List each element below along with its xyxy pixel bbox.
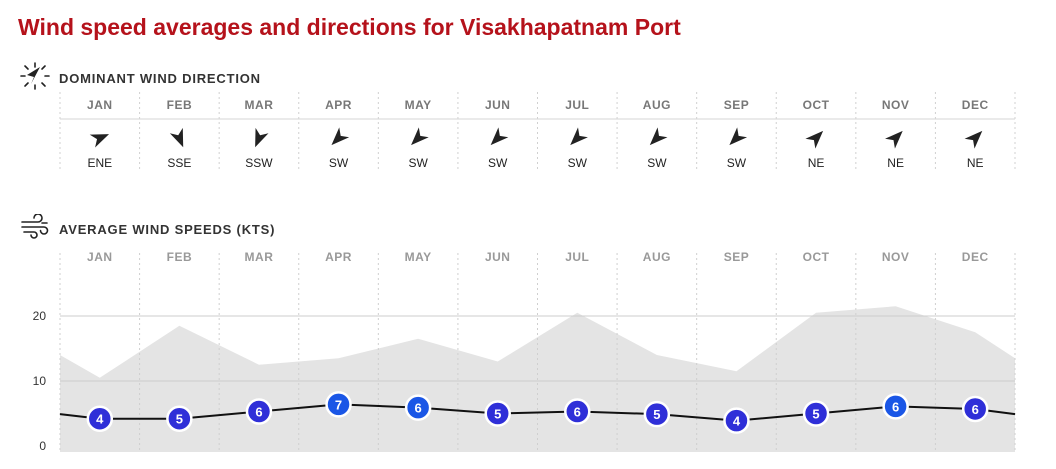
- wind-direction-arrow-icon: [169, 127, 184, 148]
- arrow-head: [885, 130, 903, 149]
- direction-section-title: DOMINANT WIND DIRECTION: [59, 71, 261, 86]
- arrow-head: [89, 134, 110, 148]
- speed-data-label: 6: [255, 405, 262, 420]
- speed-month-label: FEB: [167, 250, 193, 264]
- speed-data-label: 6: [574, 405, 581, 420]
- speed-marker: [723, 407, 750, 434]
- average-speed-header: AVERAGE WIND SPEEDS (KTS): [20, 213, 276, 245]
- speed-month-label: JAN: [87, 250, 113, 264]
- average-speed-line: [59, 403, 1016, 422]
- arrow-head: [411, 127, 429, 146]
- speed-month-label: APR: [325, 250, 352, 264]
- arrow-head: [964, 130, 983, 149]
- direction-value-label: SW: [647, 156, 667, 170]
- speed-marker: [484, 400, 511, 427]
- wind-direction-arrow-icon: [490, 127, 509, 146]
- speed-data-label: 7: [335, 397, 342, 412]
- direction-value-label: NE: [887, 156, 904, 170]
- direction-month-label: MAY: [405, 98, 432, 112]
- direction-month-label: NOV: [882, 98, 910, 112]
- direction-month-label: OCT: [803, 98, 830, 112]
- speed-marker: [166, 405, 193, 432]
- speed-marker: [325, 391, 352, 418]
- direction-month-label: SEP: [724, 98, 750, 112]
- wind-icon: [20, 213, 50, 245]
- wind-direction-arrow-icon: [729, 127, 748, 146]
- arrow-head: [649, 127, 668, 146]
- wind-direction-arrow-icon: [255, 127, 269, 148]
- direction-month-label: JAN: [87, 98, 113, 112]
- arrow-head: [570, 127, 588, 146]
- arrow-head: [805, 130, 824, 149]
- direction-value-label: NE: [967, 156, 984, 170]
- direction-value-label: SW: [488, 156, 508, 170]
- direction-value-label: SW: [329, 156, 349, 170]
- direction-month-label: APR: [325, 98, 352, 112]
- arrow-head: [490, 127, 509, 146]
- speed-data-label: 5: [812, 407, 819, 422]
- arrow-head: [331, 127, 350, 146]
- speed-data-label: 4: [733, 414, 741, 429]
- speed-month-label: DEC: [962, 250, 989, 264]
- compass-arrow-icon: [20, 62, 50, 95]
- direction-value-label: NE: [808, 156, 825, 170]
- wind-direction-arrow-icon: [964, 130, 983, 149]
- speed-data-label: 5: [176, 412, 183, 427]
- speed-chart: 0 10 20 JAN FEB MAR APR MAY JUN JUL AUG SEP OCT NOV DE…: [33, 250, 1016, 453]
- arrow-head: [169, 127, 184, 148]
- direction-month-label: FEB: [167, 98, 193, 112]
- direction-value-label: SW: [727, 156, 747, 170]
- direction-value-label: SSW: [245, 156, 273, 170]
- speed-data-label: 6: [892, 399, 899, 414]
- speed-data-label: 4: [96, 412, 104, 427]
- speed-month-label: OCT: [803, 250, 830, 264]
- speed-month-label: MAR: [245, 250, 274, 264]
- speed-marker: [882, 393, 909, 420]
- speed-month-label: JUN: [485, 250, 511, 264]
- speed-marker: [564, 398, 591, 425]
- direction-month-label: JUL: [565, 98, 589, 112]
- speed-month-label: JUL: [565, 250, 589, 264]
- speed-data-label: 5: [494, 407, 501, 422]
- speed-marker: [245, 398, 273, 425]
- wind-direction-arrow-icon: [89, 134, 110, 148]
- direction-month-label: JUN: [485, 98, 511, 112]
- speed-marker: [643, 400, 671, 428]
- speed-month-label: MAY: [405, 250, 432, 264]
- y-tick-label: 0: [39, 439, 46, 453]
- speed-marker: [802, 400, 830, 427]
- direction-month-label: DEC: [962, 98, 989, 112]
- wind-direction-arrow-icon: [411, 127, 429, 146]
- dominant-direction-header: DOMINANT WIND DIRECTION: [20, 62, 261, 95]
- speed-marker: [404, 394, 432, 421]
- direction-value-label: SW: [568, 156, 588, 170]
- speed-month-label: SEP: [724, 250, 750, 264]
- direction-table: JAN FEB MAR APR MAY JUN JUL AUG SEP OCT NOV DEC ENE S…: [59, 92, 1016, 172]
- direction-value-label: SW: [408, 156, 428, 170]
- page-title: Wind speed averages and directions for V…: [18, 14, 681, 40]
- wind-direction-arrow-icon: [570, 127, 588, 146]
- direction-month-label: MAR: [245, 98, 274, 112]
- speed-data-label: 6: [415, 401, 422, 416]
- arrow-head: [729, 127, 748, 146]
- wind-direction-arrow-icon: [649, 127, 668, 146]
- direction-value-label: SSE: [167, 156, 191, 170]
- direction-value-label: ENE: [87, 156, 112, 170]
- wind-direction-arrow-icon: [331, 127, 350, 146]
- wind-direction-arrow-icon: [885, 130, 903, 149]
- speed-data-label: 6: [972, 402, 979, 417]
- y-tick-label: 10: [33, 374, 47, 388]
- direction-month-label: AUG: [643, 98, 671, 112]
- speed-month-label: AUG: [643, 250, 671, 264]
- arrow-head: [255, 127, 269, 148]
- speed-section-title: AVERAGE WIND SPEEDS (KTS): [59, 222, 276, 237]
- speed-marker: [961, 395, 989, 423]
- speed-month-label: NOV: [882, 250, 910, 264]
- y-tick-label: 20: [33, 309, 47, 323]
- speed-marker: [86, 405, 114, 432]
- wind-direction-arrow-icon: [805, 130, 824, 149]
- speed-data-label: 5: [653, 407, 660, 422]
